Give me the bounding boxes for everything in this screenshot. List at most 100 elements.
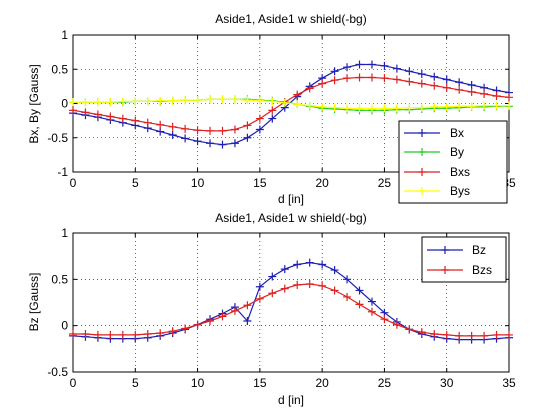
data-point-bzs	[442, 330, 451, 339]
top-x-axis-label: d [in]	[278, 192, 304, 206]
top-y-tick-label: 0	[61, 97, 68, 111]
data-point-bx	[181, 134, 190, 143]
data-point-bx	[193, 137, 202, 146]
data-point-bzs	[505, 330, 513, 339]
data-point-bzs	[392, 320, 401, 329]
data-point-bx	[343, 63, 352, 72]
data-point-bzs	[367, 307, 376, 316]
top-y-tick-label: -0.5	[47, 131, 68, 145]
data-point-bz	[255, 282, 264, 291]
data-point-bzs	[81, 330, 90, 339]
legend-entry-bzs: Bzs	[427, 263, 492, 277]
data-point-bys	[255, 96, 264, 105]
data-point-bzs	[268, 289, 277, 298]
data-point-bys	[230, 95, 239, 104]
legend-entry-by: By	[404, 145, 464, 159]
data-point-bzs	[430, 330, 439, 339]
data-point-bz	[318, 260, 327, 269]
data-point-bxs	[355, 73, 364, 82]
data-point-bys	[330, 103, 339, 112]
data-point-bys	[143, 97, 152, 106]
data-point-bxs	[392, 75, 401, 84]
data-point-bxs	[93, 110, 102, 119]
bz-subplot: Aside1, Aside1 w shield(-bg) 0 5 10 15 20 25 3…	[27, 211, 516, 407]
data-point-bys	[430, 102, 439, 111]
data-point-bzs	[343, 292, 352, 301]
data-point-bzs	[168, 327, 177, 336]
bottom-grid	[72, 232, 510, 373]
bottom-legend-box	[421, 236, 507, 283]
data-point-bzs	[255, 294, 264, 303]
data-point-bxs	[455, 85, 464, 94]
data-point-bzs	[93, 330, 102, 339]
data-point-bzs	[405, 325, 414, 334]
data-point-bzs	[417, 328, 426, 337]
bottom-y-tick-label: 0	[61, 319, 68, 333]
data-point-bys	[343, 104, 352, 113]
bottom-y-tick-labels: -0.5 0 0.5 1	[47, 226, 68, 379]
top-x-tick-label: 5	[132, 176, 139, 190]
legend-label-by: By	[450, 145, 464, 159]
data-point-bxs	[305, 84, 314, 93]
bottom-x-tick-label: 10	[191, 376, 205, 390]
data-point-bzs	[156, 329, 165, 338]
top-y-tick-label: 1	[61, 28, 68, 42]
data-point-bxs	[81, 108, 90, 117]
data-point-bzs	[330, 286, 339, 295]
data-point-bzs	[206, 317, 215, 326]
data-point-bys	[131, 97, 140, 106]
bottom-x-tick-label: 20	[315, 376, 329, 390]
data-point-bys	[405, 103, 414, 112]
data-point-bxs	[318, 79, 327, 88]
bottom-x-axis-label: d [in]	[278, 393, 304, 407]
data-point-bx	[380, 61, 389, 70]
data-point-bys	[455, 102, 464, 111]
top-y-tick-labels: -1 -0.5 0 0.5 1	[47, 28, 68, 179]
data-point-bys	[355, 104, 364, 113]
data-point-bzs	[181, 324, 190, 333]
data-point-bx	[156, 127, 165, 136]
data-point-bx	[442, 75, 451, 84]
data-point-bys	[293, 100, 302, 109]
data-point-bxs	[106, 112, 115, 121]
data-point-bx	[455, 78, 464, 87]
legend-marker-bz	[441, 246, 449, 254]
data-point-bys	[118, 97, 127, 106]
data-point-bxs	[268, 106, 277, 115]
data-point-bxs	[206, 126, 215, 135]
data-point-bxs	[330, 76, 339, 85]
data-point-bzs	[480, 331, 489, 340]
legend-label-bzs: Bzs	[472, 263, 492, 277]
data-point-bxs	[118, 114, 127, 123]
data-point-bys	[181, 96, 190, 105]
bottom-y-axis-label: Bz [Gauss]	[27, 273, 41, 332]
data-point-bys	[442, 102, 451, 111]
data-point-bz	[343, 275, 352, 284]
data-point-bys	[505, 101, 513, 110]
legend-label-bys: Bys	[450, 184, 470, 198]
data-point-bys	[81, 98, 90, 107]
bottom-x-tick-label: 5	[132, 376, 139, 390]
data-point-bx	[355, 60, 364, 69]
bottom-y-tick-label: 1	[61, 226, 68, 240]
data-point-bzs	[467, 331, 476, 340]
data-point-bxs	[430, 81, 439, 90]
data-point-bys	[243, 96, 252, 105]
top-y-tick-label: -1	[57, 165, 68, 179]
data-point-bx	[330, 67, 339, 76]
data-point-bx	[206, 139, 215, 148]
data-point-bx	[405, 67, 414, 76]
data-point-bzs	[380, 315, 389, 324]
data-point-bxs	[405, 77, 414, 86]
bottom-series-group	[69, 258, 513, 344]
data-point-bxs	[380, 74, 389, 83]
data-point-bys	[93, 98, 102, 107]
data-point-bzs	[455, 331, 464, 340]
data-point-bxs	[230, 125, 239, 134]
data-point-bxs	[293, 90, 302, 99]
data-point-bxs	[156, 120, 165, 129]
data-point-bzs	[143, 330, 152, 339]
legend-marker-by	[418, 148, 426, 156]
data-point-bzs	[193, 320, 202, 329]
